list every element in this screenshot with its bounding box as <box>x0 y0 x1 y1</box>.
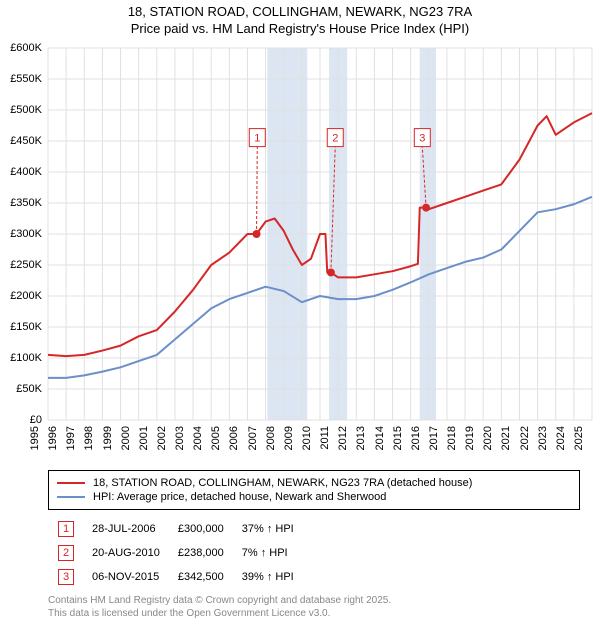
title-line2: Price paid vs. HM Land Registry's House … <box>0 21 600 38</box>
y-tick-label: £0 <box>0 414 42 426</box>
y-tick-label: £200K <box>0 290 42 302</box>
legend-row-hpi: HPI: Average price, detached house, Newa… <box>57 491 571 503</box>
y-tick-label: £250K <box>0 259 42 271</box>
table-row: 3 06-NOV-2015 £342,500 39% ↑ HPI <box>50 566 302 588</box>
y-tick-label: £300K <box>0 228 42 240</box>
footer: Contains HM Land Registry data © Crown c… <box>48 594 580 620</box>
legend-label-hpi: HPI: Average price, detached house, Newa… <box>93 491 386 503</box>
sale-delta: 7% ↑ HPI <box>234 542 302 564</box>
sale-price: £300,000 <box>170 518 232 540</box>
page: 18, STATION ROAD, COLLINGHAM, NEWARK, NG… <box>0 0 600 620</box>
sale-date: 28-JUL-2006 <box>84 518 168 540</box>
marker-badge: 1 <box>58 521 74 537</box>
sale-price: £342,500 <box>170 566 232 588</box>
y-tick-label: £350K <box>0 197 42 209</box>
sale-delta: 39% ↑ HPI <box>234 566 302 588</box>
table-row: 1 28-JUL-2006 £300,000 37% ↑ HPI <box>50 518 302 540</box>
legend-swatch-price <box>57 482 85 484</box>
chart-title: 18, STATION ROAD, COLLINGHAM, NEWARK, NG… <box>0 0 600 44</box>
svg-text:3: 3 <box>419 132 425 144</box>
x-tick-label: 2025 <box>573 426 600 450</box>
y-tick-label: £550K <box>0 73 42 85</box>
y-tick-label: £50K <box>0 383 42 395</box>
sale-price: £238,000 <box>170 542 232 564</box>
sale-date: 06-NOV-2015 <box>84 566 168 588</box>
footer-line1: Contains HM Land Registry data © Crown c… <box>48 594 580 607</box>
legend-label-price: 18, STATION ROAD, COLLINGHAM, NEWARK, NG… <box>93 477 472 489</box>
title-line1: 18, STATION ROAD, COLLINGHAM, NEWARK, NG… <box>0 4 600 21</box>
table-row: 2 20-AUG-2010 £238,000 7% ↑ HPI <box>50 542 302 564</box>
sale-delta: 37% ↑ HPI <box>234 518 302 540</box>
chart-svg: 1 2 3 <box>0 44 600 464</box>
svg-text:2: 2 <box>332 132 338 144</box>
marker-badge: 2 <box>58 545 74 561</box>
y-tick-label: £150K <box>0 321 42 333</box>
y-tick-label: £600K <box>0 42 42 54</box>
marker-badge: 3 <box>58 569 74 585</box>
sale-date: 20-AUG-2010 <box>84 542 168 564</box>
y-tick-label: £500K <box>0 104 42 116</box>
legend-row-price: 18, STATION ROAD, COLLINGHAM, NEWARK, NG… <box>57 477 571 489</box>
legend: 18, STATION ROAD, COLLINGHAM, NEWARK, NG… <box>48 470 580 510</box>
footer-line2: This data is licensed under the Open Gov… <box>48 607 580 620</box>
legend-swatch-hpi <box>57 496 85 498</box>
sales-table: 1 28-JUL-2006 £300,000 37% ↑ HPI 2 20-AU… <box>48 516 304 590</box>
y-tick-label: £400K <box>0 166 42 178</box>
y-tick-label: £450K <box>0 135 42 147</box>
chart: 1 2 3 £0 £50K £100K £150K £200K £250K £300K £350K… <box>0 44 600 464</box>
svg-text:1: 1 <box>254 132 260 144</box>
y-tick-label: £100K <box>0 352 42 364</box>
